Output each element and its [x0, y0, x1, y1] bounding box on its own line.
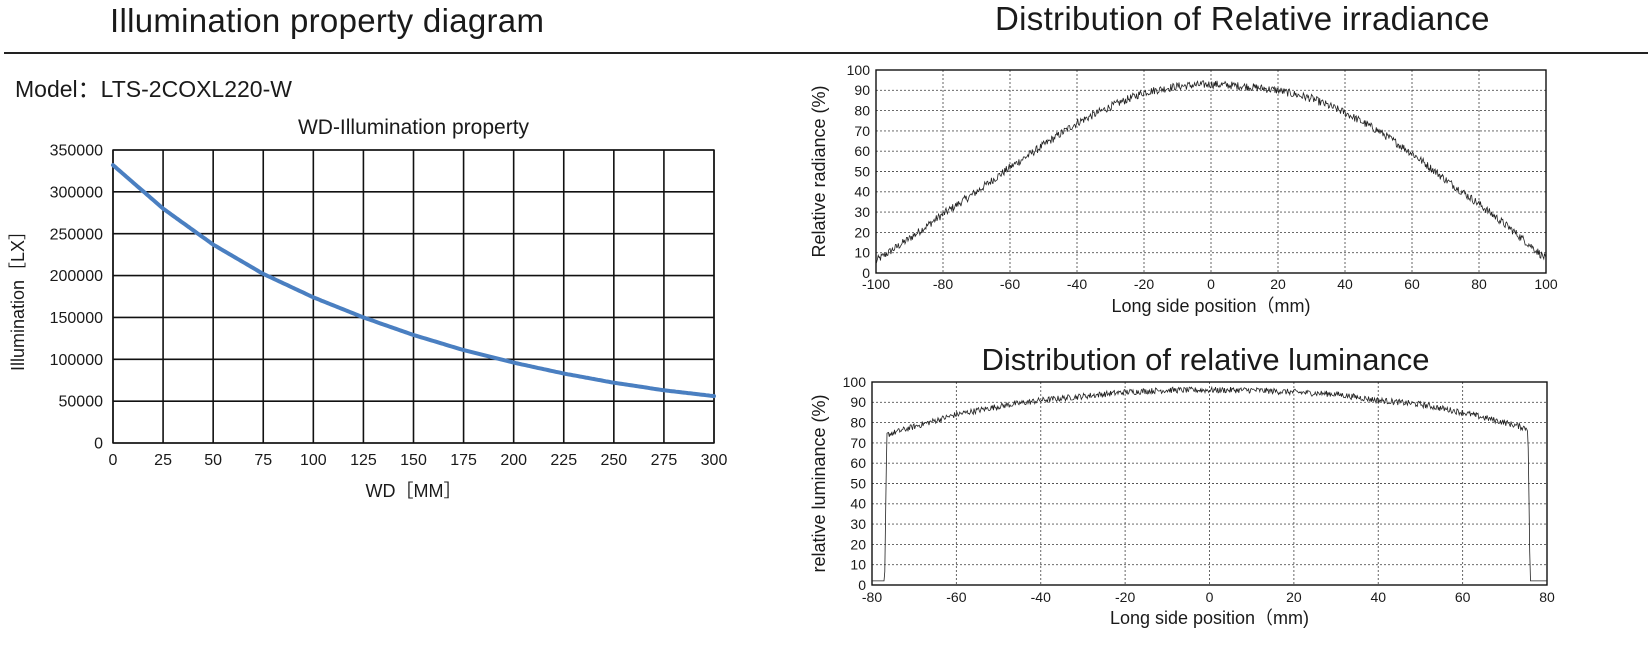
y-tick-label: 30 [854, 204, 870, 220]
x-tick-label: -20 [1115, 589, 1135, 605]
y-tick-label: 50000 [59, 394, 104, 411]
y-tick-label: 50 [850, 475, 866, 491]
y-tick-label: 0 [862, 265, 870, 281]
x-axis-label: Long side position（mm) [1111, 296, 1310, 316]
y-tick-label: 0 [94, 436, 103, 453]
y-tick-label: 10 [854, 245, 870, 261]
x-tick-label: 100 [1534, 276, 1558, 292]
x-tick-label: -40 [1031, 589, 1051, 605]
y-tick-label: 0 [858, 577, 866, 593]
title-divider [4, 52, 1648, 54]
x-tick-label: -40 [1067, 276, 1087, 292]
x-tick-label: -60 [946, 589, 966, 605]
x-tick-label: 250 [600, 452, 627, 469]
y-axis-label: relative luminance (%) [809, 394, 829, 572]
x-tick-label: 20 [1270, 276, 1286, 292]
x-tick-label: 60 [1404, 276, 1420, 292]
illumination-curve [111, 163, 716, 399]
left-section-title: Illumination property diagram [110, 2, 545, 39]
y-tick-label: 80 [854, 103, 870, 119]
x-tick-label: 40 [1337, 276, 1353, 292]
model-value: LTS-2COXL220-W [100, 76, 292, 102]
x-tick-label: 40 [1370, 589, 1386, 605]
y-tick-label: 20 [854, 224, 870, 240]
x-tick-label: 300 [701, 452, 728, 469]
y-tick-label: 150000 [50, 310, 103, 327]
y-tick-label: 100000 [50, 352, 103, 369]
y-tick-label: 70 [854, 123, 870, 139]
x-tick-label: 80 [1539, 589, 1555, 605]
model-label: Model： [15, 76, 101, 102]
y-tick-label: 10 [850, 557, 866, 573]
x-tick-label: 50 [204, 452, 222, 469]
chart-title: Distribution of relative luminance [982, 342, 1430, 377]
x-tick-label: 60 [1455, 589, 1471, 605]
y-tick-label: 350000 [50, 143, 103, 160]
y-tick-label: 90 [854, 82, 870, 98]
y-tick-label: 40 [854, 184, 870, 200]
y-tick-label: 40 [850, 496, 866, 512]
x-axis-label: WD［MM］ [366, 481, 462, 501]
model-line: Model：LTS-2COXL220-W [15, 70, 292, 104]
x-tick-label: -60 [1000, 276, 1020, 292]
x-tick-label: 25 [154, 452, 172, 469]
y-tick-label: 60 [854, 143, 870, 159]
x-tick-label: 275 [651, 452, 678, 469]
y-tick-label: 50 [854, 163, 870, 179]
relative-irradiance-chart: -100 -80 -60 -40 -20 0 20 40 60 80 100 0 10 20 30 40 50 6… [809, 62, 1558, 316]
y-tick-label: 60 [850, 455, 866, 471]
y-tick-label: 300000 [50, 184, 103, 201]
x-tick-label: 20 [1286, 589, 1302, 605]
x-tick-label: 175 [450, 452, 477, 469]
x-tick-label: 0 [109, 452, 118, 469]
x-tick-label: 125 [350, 452, 377, 469]
x-tick-label: -80 [862, 589, 882, 605]
plot-frame [871, 381, 1548, 586]
y-tick-label: 90 [850, 394, 866, 410]
relative-luminance-chart: Distribution of relative luminance -80 -60… [809, 342, 1555, 628]
x-tick-label: 200 [500, 452, 527, 469]
x-tick-label: 225 [550, 452, 577, 469]
x-tick-label: 100 [300, 452, 327, 469]
plot-frame [112, 149, 715, 444]
x-tick-label: 80 [1471, 276, 1487, 292]
y-axis-label: Relative radiance (%) [809, 85, 829, 257]
y-tick-label: 20 [850, 536, 866, 552]
wd-illumination-chart: WD-Illumination property 0 25 50 75 100 125 150… [8, 116, 728, 501]
x-tick-label: -80 [933, 276, 953, 292]
x-tick-label: 75 [254, 452, 272, 469]
x-tick-label: -100 [862, 276, 890, 292]
x-tick-label: -20 [1134, 276, 1154, 292]
chart-title: WD-Illumination property [298, 116, 530, 139]
x-tick-label: 150 [400, 452, 427, 469]
y-tick-label: 70 [850, 435, 866, 451]
x-tick-label: 0 [1206, 589, 1214, 605]
right-section-title: Distribution of Relative irradiance [995, 0, 1490, 37]
y-tick-label: 80 [850, 415, 866, 431]
y-tick-label: 30 [850, 516, 866, 532]
y-tick-label: 200000 [50, 268, 103, 285]
luminance-trace [872, 385, 1547, 582]
plot-frame [875, 69, 1547, 274]
y-axis-label: Illumination［LX］ [8, 222, 28, 371]
y-tick-label: 250000 [50, 226, 103, 243]
x-tick-label: 0 [1207, 276, 1215, 292]
irradiance-trace [875, 80, 1547, 264]
y-tick-label: 100 [843, 374, 867, 390]
y-tick-label: 100 [847, 62, 871, 78]
x-axis-label: Long side position（mm) [1110, 608, 1309, 628]
